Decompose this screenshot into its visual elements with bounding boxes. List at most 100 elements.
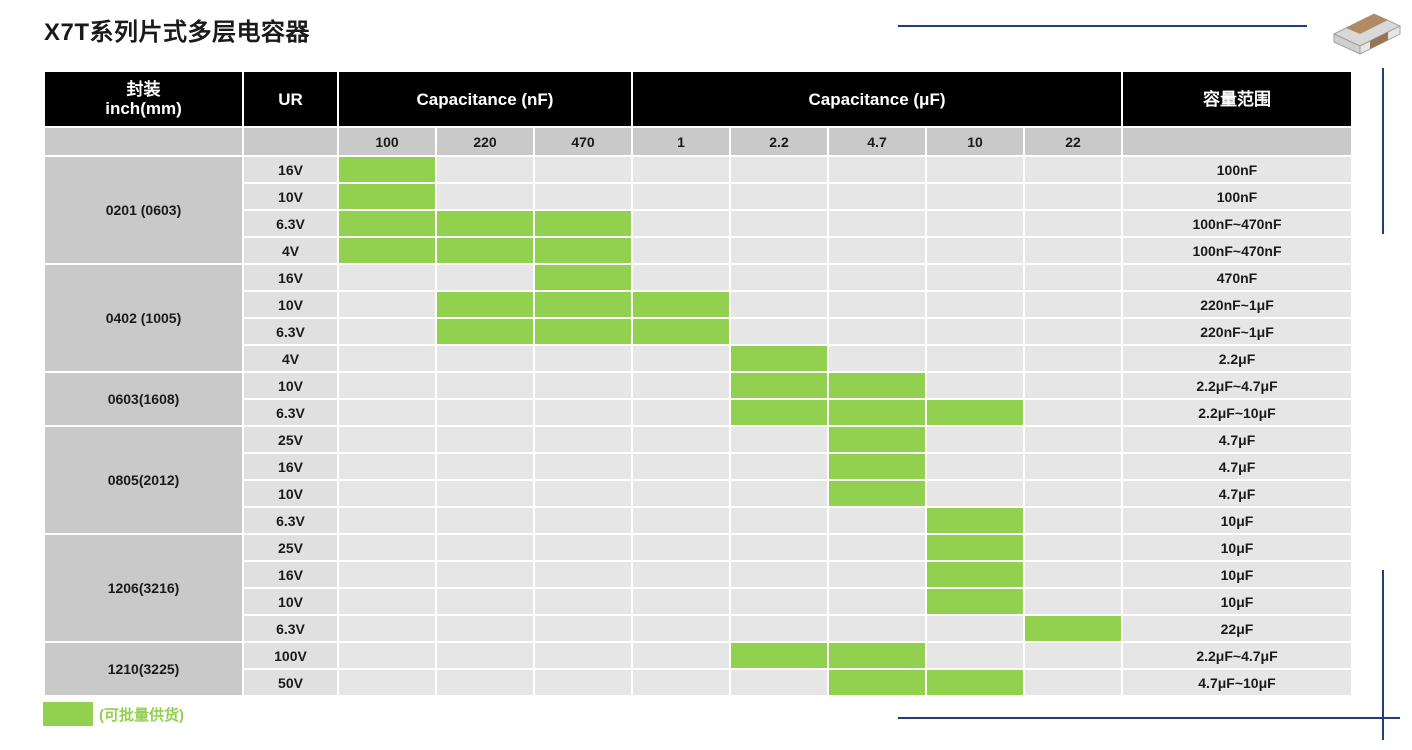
empty-cell [631,155,731,184]
empty-cell [533,506,633,535]
empty-cell [631,506,731,535]
range-cell: 2.2μF~4.7μF [1121,641,1353,670]
column-value-header: 2.2 [729,126,829,157]
available-cell [337,182,437,211]
empty-cell [925,614,1025,643]
empty-cell [631,398,731,427]
voltage-cell: 4V [242,344,339,373]
empty-cell [337,533,437,562]
empty-cell [1023,263,1123,292]
empty-cell [631,560,731,589]
empty-cell [533,425,633,454]
empty-cell [337,641,437,670]
empty-cell [337,371,437,400]
empty-cell [1023,479,1123,508]
package-cell: 0603(1608) [43,371,244,427]
empty-cell [729,587,829,616]
empty-cell [337,317,437,346]
package-cell: 0805(2012) [43,425,244,535]
range-cell: 2.2μF~4.7μF [1121,371,1353,400]
blank-header-cell [43,126,244,157]
available-cell [827,398,927,427]
voltage-cell: 6.3V [242,209,339,238]
empty-cell [925,155,1025,184]
available-cell [729,344,829,373]
range-cell: 220nF~1μF [1121,317,1353,346]
right-divider-line-bottom [1382,570,1384,740]
voltage-cell: 10V [242,290,339,319]
range-cell: 4.7μF [1121,452,1353,481]
voltage-cell: 16V [242,155,339,184]
empty-cell [1023,587,1123,616]
range-cell: 2.2μF [1121,344,1353,373]
empty-cell [631,587,731,616]
empty-cell [533,182,633,211]
available-cell [337,236,437,265]
package-header-line1: 封装 [126,80,161,99]
empty-cell [533,155,633,184]
empty-cell [1023,425,1123,454]
right-divider-line-top [1382,68,1384,234]
voltage-cell: 6.3V [242,317,339,346]
table-row: 4V 2.2μF [44,344,1353,373]
table-row: 16V 10μF [44,560,1353,589]
voltage-cell: 10V [242,182,339,211]
table-row: 6.3V 100nF~470nF [44,209,1353,238]
empty-cell [631,452,731,481]
empty-cell [925,479,1025,508]
empty-cell [827,263,927,292]
empty-cell [1023,560,1123,589]
available-cell [435,209,535,238]
empty-cell [533,641,633,670]
empty-cell [435,668,535,697]
range-cell: 10μF [1121,560,1353,589]
available-cell [925,560,1025,589]
empty-cell [533,614,633,643]
empty-cell [1023,182,1123,211]
legend: (可批量供货) [43,702,184,726]
available-cell [827,425,927,454]
table-row: 0201 (0603) 16V 100nF [43,155,1353,265]
empty-cell [533,452,633,481]
empty-cell [827,587,927,616]
voltage-cell: 10V [242,587,339,616]
empty-cell [631,236,731,265]
column-value-header: 22 [1023,126,1123,157]
range-cell: 2.2μF~10μF [1121,398,1353,427]
empty-cell [337,560,437,589]
empty-cell [1023,155,1123,184]
table-row: 6.3V 220nF~1μF [44,317,1353,346]
empty-cell [533,560,633,589]
empty-cell [435,479,535,508]
empty-cell [925,317,1025,346]
empty-cell [435,533,535,562]
available-cell [827,668,927,697]
blank-header-cell [242,126,339,157]
range-cell: 10μF [1121,533,1353,562]
table-row: 6.3V 10μF [44,506,1353,535]
range-cell: 10μF [1121,506,1353,535]
empty-cell [631,371,731,400]
table-row: 10V 4.7μF [44,479,1353,508]
range-cell: 100nF~470nF [1121,209,1353,238]
bottom-divider-line [898,717,1400,719]
empty-cell [631,614,731,643]
empty-cell [827,560,927,589]
value-header-row: 100 220 470 1 2.2 4.7 10 22 [43,126,1353,157]
column-value-header: 470 [533,126,633,157]
empty-cell [435,587,535,616]
empty-cell [1023,344,1123,373]
legend-text: (可批量供货) [99,706,184,724]
empty-cell [1023,317,1123,346]
empty-cell [435,614,535,643]
empty-cell [435,641,535,670]
top-divider-line [898,25,1307,27]
table-row: 16V 4.7μF [44,452,1353,481]
available-cell [435,317,535,346]
column-value-header: 1 [631,126,731,157]
available-cell [925,533,1025,562]
package-header-line2: inch(mm) [105,99,182,118]
empty-cell [337,398,437,427]
range-header: 容量范围 [1121,70,1353,128]
empty-cell [827,290,927,319]
